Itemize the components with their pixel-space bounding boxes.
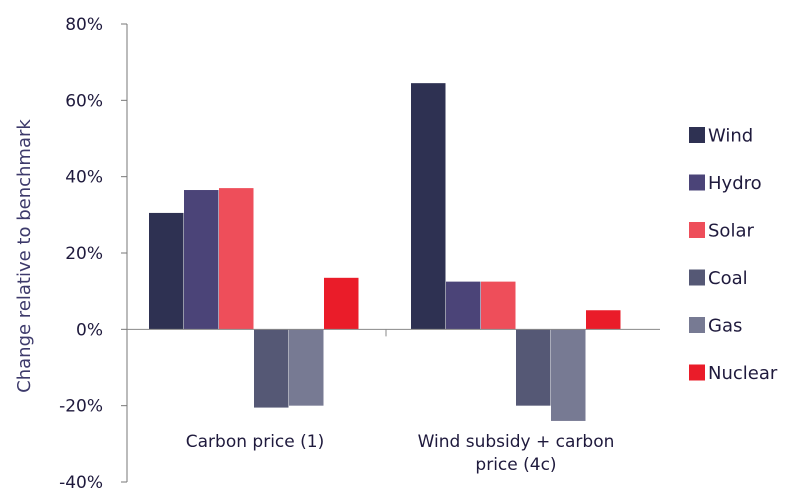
y-tick-label: -40% xyxy=(59,473,103,491)
bar-coal-2 xyxy=(516,329,551,406)
bar-gas-2 xyxy=(551,329,586,421)
bar-solar-1 xyxy=(219,188,254,330)
legend-swatch-coal xyxy=(689,269,705,286)
y-tick-label: 0% xyxy=(76,320,103,340)
category-labels: Carbon price (1) Wind subsidy + carbon pri… xyxy=(186,432,615,475)
y-tick-label: -20% xyxy=(59,397,103,417)
bar-wind-1 xyxy=(149,212,184,330)
legend-label-hydro: Hydro xyxy=(708,173,762,194)
legend-swatch-gas xyxy=(689,317,705,333)
bar-hydro-1 xyxy=(184,190,219,330)
legend-label-nuclear: Nuclear xyxy=(708,363,778,384)
legend-label-gas: Gas xyxy=(708,316,742,337)
bar-coal-1 xyxy=(254,329,289,408)
category-label: Wind subsidy + carbon xyxy=(418,432,615,452)
y-tick-label: 40% xyxy=(65,168,103,188)
bar-hydro-2 xyxy=(446,281,481,330)
y-axis-label: Change relative to benchmark xyxy=(14,119,35,393)
legend-swatch-wind xyxy=(689,127,705,143)
legend-label-solar: Solar xyxy=(708,221,754,242)
legend-label-coal: Coal xyxy=(708,268,748,289)
legend-swatch-solar xyxy=(689,222,705,238)
bars xyxy=(149,83,621,421)
y-tick-label: 60% xyxy=(65,91,103,111)
legend-swatch-nuclear xyxy=(689,364,705,381)
category-label: price (4c) xyxy=(475,455,556,475)
bar-solar-2 xyxy=(481,281,516,330)
y-tick-label: 80% xyxy=(65,15,103,35)
y-axis-ticks: 80% 60% 40% 20% 0% -20% -40% xyxy=(59,15,127,491)
bar-gas-1 xyxy=(289,329,324,406)
category-label: Carbon price (1) xyxy=(186,432,324,452)
legend-swatch-hydro xyxy=(689,174,705,191)
legend: Wind Hydro Solar Coal Gas Nuclear xyxy=(689,126,778,384)
y-tick-label: 20% xyxy=(65,244,103,264)
bar-wind-2 xyxy=(411,83,446,330)
legend-label-wind: Wind xyxy=(708,126,753,147)
bar-nuclear-1 xyxy=(324,277,359,330)
bar-nuclear-2 xyxy=(586,310,621,330)
